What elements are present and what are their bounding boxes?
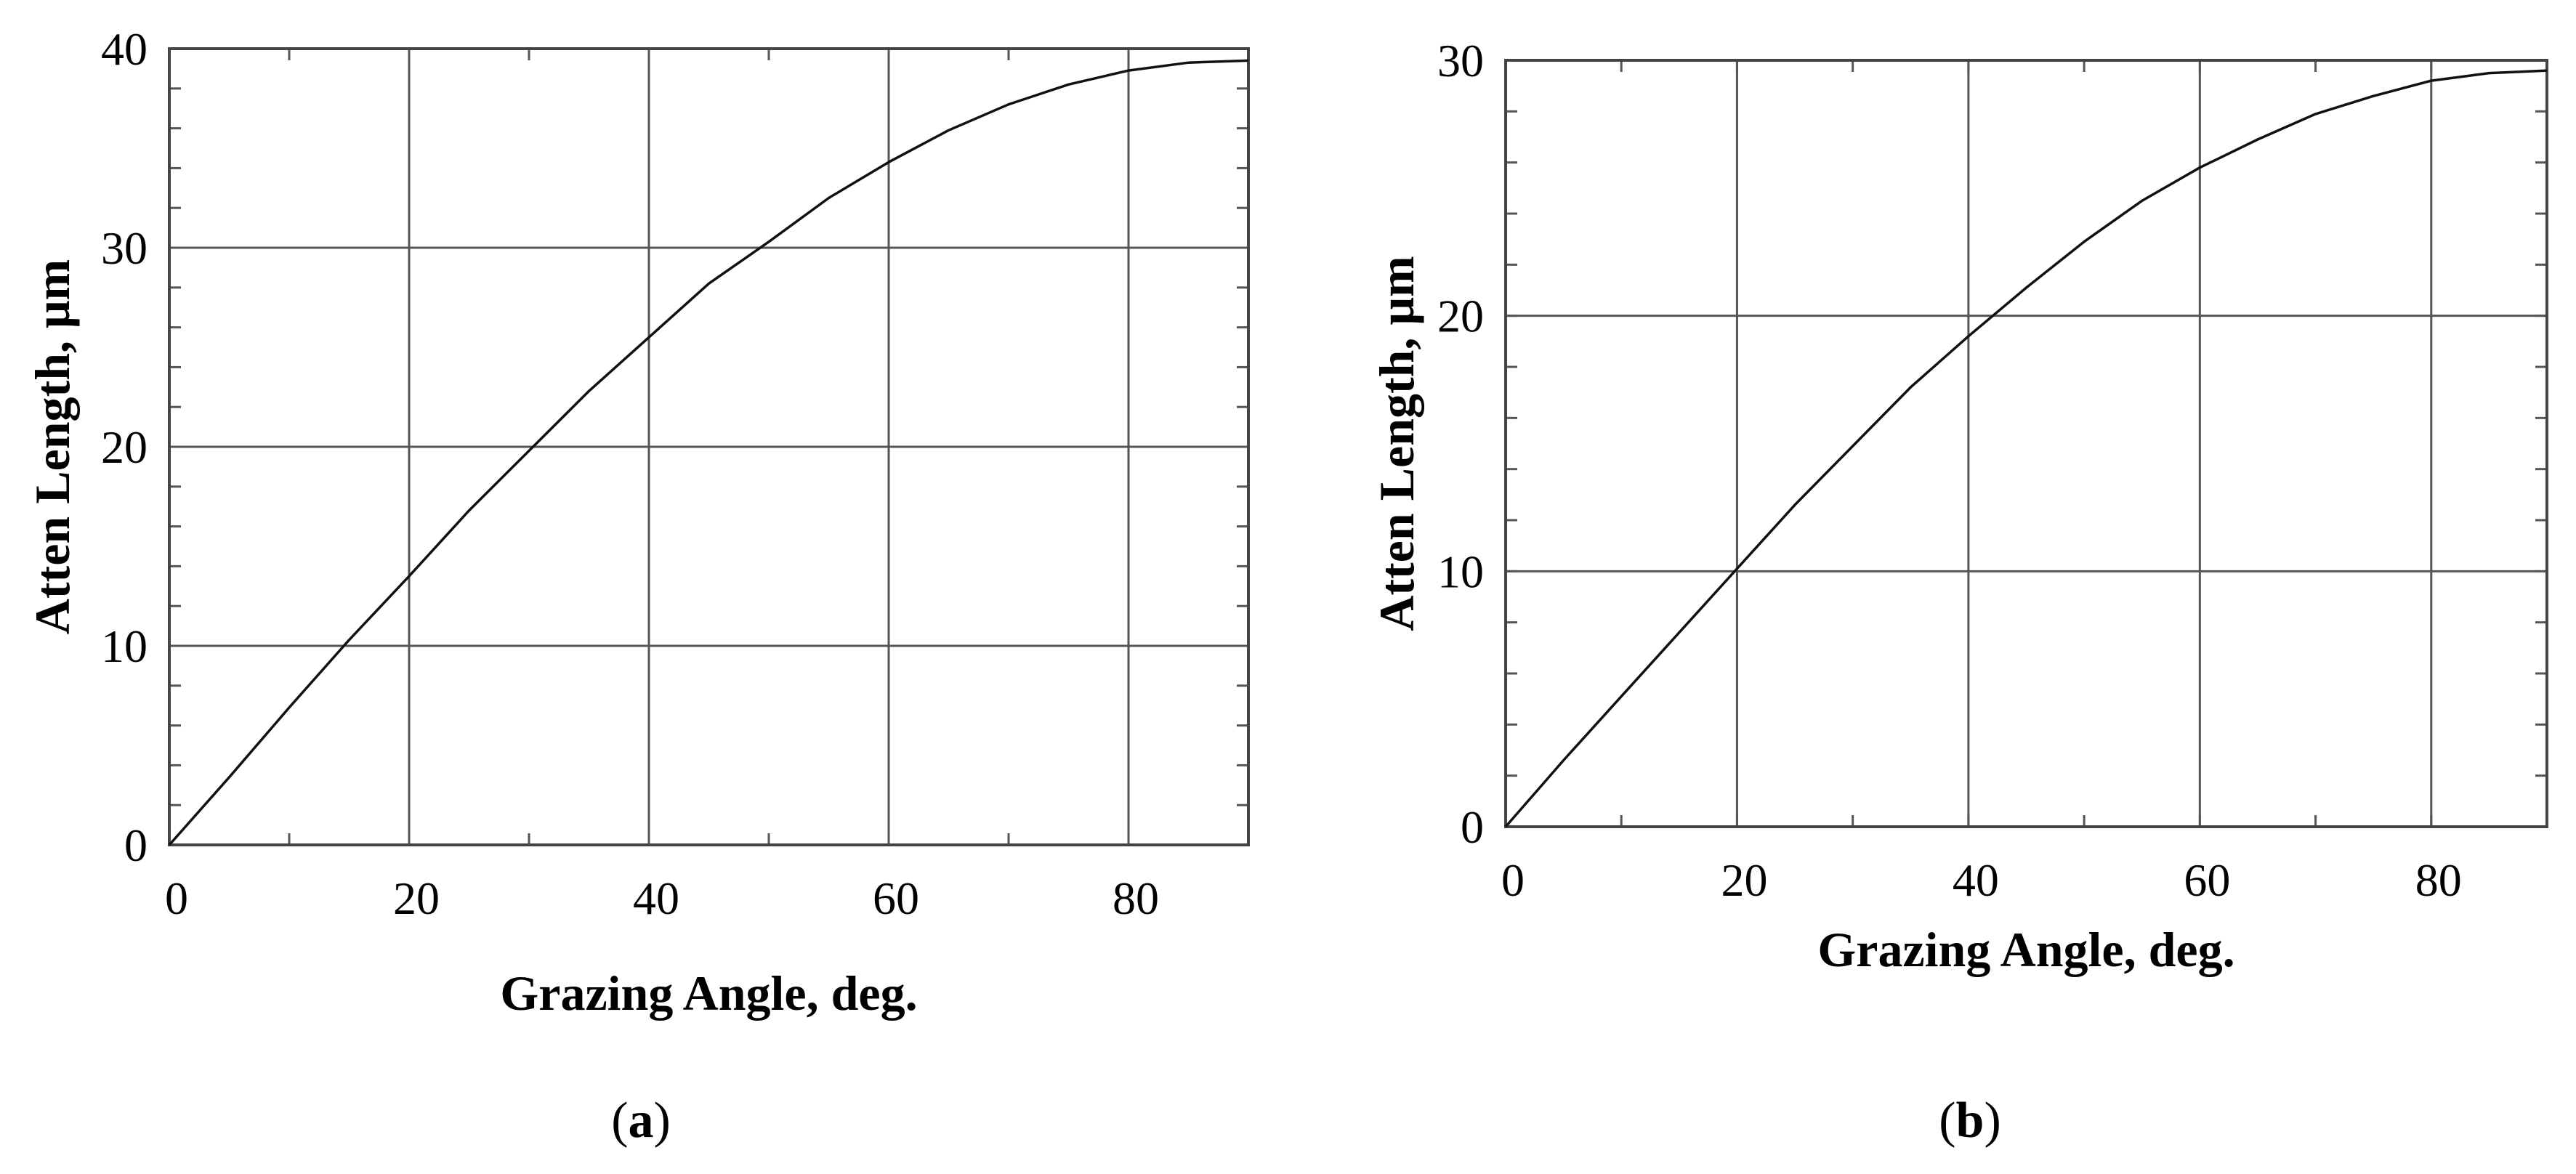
panel-label: (a) bbox=[611, 1093, 671, 1149]
x-tick-label: 40 bbox=[633, 873, 679, 924]
series-line bbox=[1504, 69, 2548, 828]
y-tick-label: 0 bbox=[1461, 801, 1484, 853]
y-tick-label: 20 bbox=[1437, 291, 1484, 342]
y-tick-label: 20 bbox=[101, 421, 148, 473]
y-tick-label: 40 bbox=[101, 23, 148, 75]
x-tick-label: 0 bbox=[1501, 854, 1525, 906]
x-tick-label: 40 bbox=[1953, 854, 1999, 906]
plot-frame bbox=[1504, 59, 2548, 828]
chart-panel-b: 0 20 40 60 80 0 10 20 30 Grazing Angle, deg. Atten… bbox=[1369, 35, 2548, 1149]
x-axis-title: Grazing Angle, deg. bbox=[1817, 922, 2234, 977]
x-tick-label: 80 bbox=[2415, 854, 2462, 906]
x-tick-label: 60 bbox=[873, 873, 919, 924]
y-tick-label: 10 bbox=[1437, 546, 1484, 597]
x-tick-label: 20 bbox=[1721, 854, 1767, 906]
x-axis-title: Grazing Angle, deg. bbox=[500, 965, 917, 1021]
x-tick-label: 80 bbox=[1113, 873, 1159, 924]
y-tick-label: 30 bbox=[1437, 35, 1484, 86]
x-tick-label: 0 bbox=[165, 873, 188, 924]
x-tick-label: 20 bbox=[393, 873, 440, 924]
y-axis-title: Atten Length, μm bbox=[1369, 256, 1424, 631]
y-tick-label: 0 bbox=[124, 819, 148, 871]
series-line bbox=[168, 59, 1249, 846]
x-tick-label: 60 bbox=[2184, 854, 2230, 906]
chart-panel-a: 0 20 40 60 80 0 10 20 30 40 Grazing Angle, deg. Att… bbox=[25, 23, 1250, 1149]
y-tick-label: 30 bbox=[101, 222, 148, 274]
panel-label: (b) bbox=[1939, 1093, 2001, 1149]
y-axis-title: Atten Length, μm bbox=[25, 259, 80, 634]
plot-frame bbox=[168, 47, 1250, 846]
y-tick-label: 10 bbox=[101, 620, 148, 672]
